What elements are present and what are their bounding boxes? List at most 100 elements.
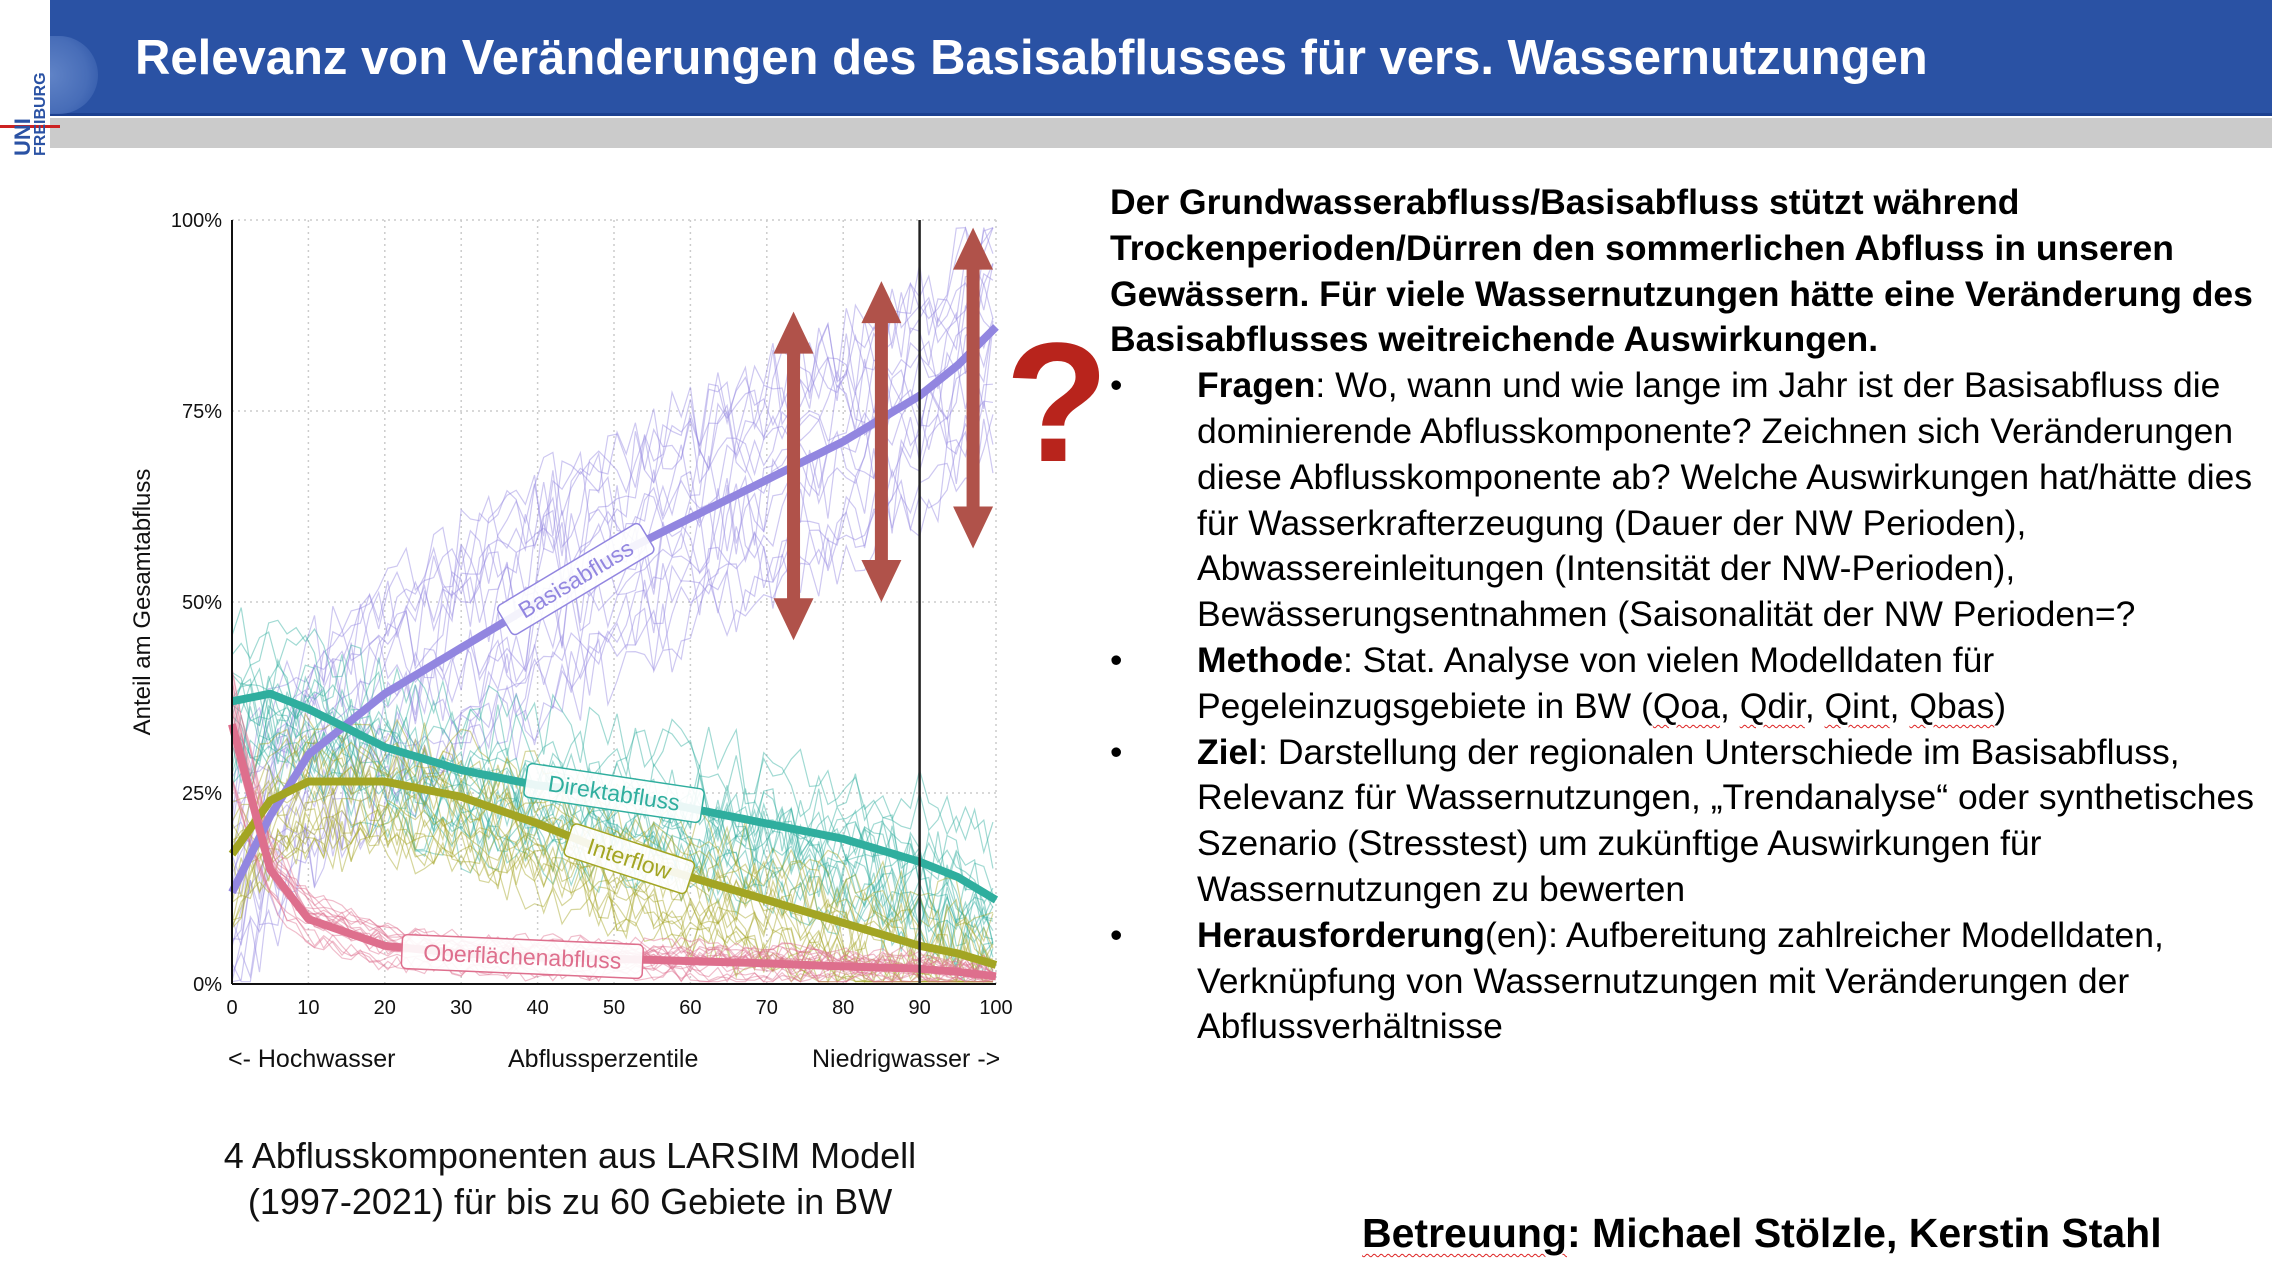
catchment-line-interflow — [231, 819, 993, 983]
bullet-label: Ziel — [1197, 731, 1259, 772]
x-tick-label: 30 — [450, 997, 472, 1019]
catchment-line-basis — [231, 227, 994, 856]
question-mark: ? — [1005, 308, 1109, 498]
x-tick-label: 10 — [297, 997, 319, 1019]
x-tick-label: 0 — [226, 997, 237, 1019]
term-qdir: Qdir — [1739, 685, 1805, 726]
closing-paren: ) — [1994, 685, 2007, 726]
y-tick-label: 50% — [182, 592, 222, 614]
catchment-line-direkt — [231, 703, 994, 928]
supervision: Betreuung: Michael Stölzle, Kerstin Stah… — [1362, 1210, 2162, 1257]
caption-line-2: (1997-2021) für bis zu 60 Gebiete in BW — [247, 1181, 893, 1222]
x-tick-label: 50 — [603, 997, 625, 1019]
x-axis-title: Abflussperzentile — [508, 1045, 699, 1073]
x-tick-label: 20 — [374, 997, 396, 1019]
slide-title: Relevanz von Veränderungen des Basisabfl… — [135, 31, 1928, 85]
catchment-line-interflow — [231, 728, 994, 954]
bullet-herausforderung: • Herausforderung(en): Aufbereitung zahl… — [1110, 913, 2260, 1050]
description-text: Der Grundwasserabfluss/Basisabfluss stüt… — [1110, 180, 2260, 1050]
bullet-label: Herausforderung — [1197, 914, 1485, 955]
arrow-head-up — [773, 311, 814, 354]
arrow-head-down — [861, 560, 902, 602]
catchment-line-interflow — [231, 808, 993, 984]
term-qbas: Qbas — [1909, 685, 1995, 726]
double-arrow — [953, 227, 994, 549]
bullet-dot: • — [1110, 731, 1123, 772]
bullet-ziel: • Ziel: Darstellung der regionalen Unter… — [1110, 730, 2260, 913]
catchment-line-direkt — [231, 684, 994, 920]
chart-caption: 4 Abflusskomponenten aus LARSIM Modell (… — [120, 1133, 1020, 1225]
catchment-line-basis — [231, 401, 994, 980]
x-label-niedrigwasser: Niedrigwasser -> — [812, 1045, 1001, 1073]
separator: , — [1889, 685, 1910, 726]
x-tick-label: 70 — [756, 997, 778, 1019]
y-tick-label: 75% — [182, 401, 222, 423]
double-arrow — [773, 311, 814, 641]
catchment-line-direkt — [231, 663, 994, 905]
bullet-dot: • — [1110, 365, 1123, 406]
supervision-names: : Michael Stölzle, Kerstin Stahl — [1567, 1210, 2162, 1256]
catchment-line-basis — [231, 283, 994, 848]
y-tick-label: 100% — [171, 210, 222, 232]
catchment-line-direkt — [231, 675, 994, 920]
catchment-line-basis — [231, 418, 994, 983]
series-label-interflow: Interflow — [563, 823, 696, 895]
label-text: Basisabfluss — [514, 535, 638, 624]
header-gray-band — [50, 118, 2272, 148]
intro-paragraph: Der Grundwasserabfluss/Basisabfluss stüt… — [1110, 182, 2253, 360]
series-label-oberflaeche: Oberflächenabfluss — [400, 933, 644, 980]
bullet-dot: • — [1110, 639, 1123, 680]
catchment-line-interflow — [231, 741, 994, 964]
catchment-line-interflow — [231, 798, 993, 983]
catchment-line-basis — [231, 414, 994, 982]
x-tick-label: 90 — [908, 997, 930, 1019]
bullet-fragen: • Fragen: Wo, wann und wie lange im Jahr… — [1110, 363, 2260, 638]
title-bar — [50, 0, 2272, 116]
catchment-line-basis — [231, 227, 994, 820]
caption-line-1: 4 Abflusskomponenten aus LARSIM Modell — [223, 1135, 917, 1176]
x-tick-label: 80 — [832, 997, 854, 1019]
catchment-line-basis — [231, 225, 994, 779]
y-tick-label: 0% — [193, 974, 222, 996]
bullet-text: (en): Aufbereitung zahlreicher Modelldat… — [1197, 914, 2164, 1047]
catchment-line-direkt — [231, 671, 994, 920]
bullet-text: : Darstellung der regionalen Unterschied… — [1197, 731, 2254, 909]
arrow-head-down — [953, 506, 994, 549]
catchment-line-basis — [231, 263, 994, 829]
arrow-head-up — [861, 281, 902, 324]
catchment-line-interflow — [231, 821, 993, 983]
label-box — [563, 823, 696, 895]
catchment-line-interflow — [231, 803, 993, 983]
term-qint: Qint — [1824, 685, 1890, 726]
catchment-line-interflow — [231, 792, 994, 984]
bullet-label: Methode — [1197, 639, 1343, 680]
bullet-label: Fragen — [1197, 365, 1316, 406]
separator: , — [1804, 685, 1825, 726]
catchment-line-direkt — [231, 693, 994, 945]
catchment-line-interflow — [231, 797, 994, 984]
term-qoa: Qoa — [1652, 685, 1720, 726]
x-tick-label: 100 — [979, 997, 1012, 1019]
bullet-text: : Stat. Analyse von vielen Modelldaten f… — [1197, 639, 1995, 726]
label-box — [400, 933, 644, 980]
x-label-hochwasser: <- Hochwasser — [228, 1045, 396, 1073]
label-box — [496, 522, 655, 636]
catchment-line-basis — [231, 272, 994, 882]
x-tick-label: 40 — [526, 997, 548, 1019]
x-tick-label: 60 — [679, 997, 701, 1019]
bullet-methode: • Methode: Stat. Analyse von vielen Mode… — [1110, 638, 2260, 730]
bullet-dot: • — [1110, 914, 1123, 955]
logo-red-mark — [0, 125, 60, 128]
catchment-line-direkt — [231, 607, 994, 855]
catchment-line-interflow — [231, 815, 993, 983]
bullet-text: : Wo, wann und wie lange im Jahr ist der… — [1197, 365, 2253, 635]
catchment-line-basis — [231, 263, 994, 875]
catchment-line-interflow — [231, 739, 994, 966]
y-tick-label: 25% — [182, 783, 222, 805]
catchment-line-interflow — [231, 788, 993, 983]
separator: , — [1719, 685, 1740, 726]
catchment-line-oberflaeche — [231, 667, 994, 971]
arrow-head-up — [953, 227, 994, 270]
double-arrow — [861, 281, 902, 602]
